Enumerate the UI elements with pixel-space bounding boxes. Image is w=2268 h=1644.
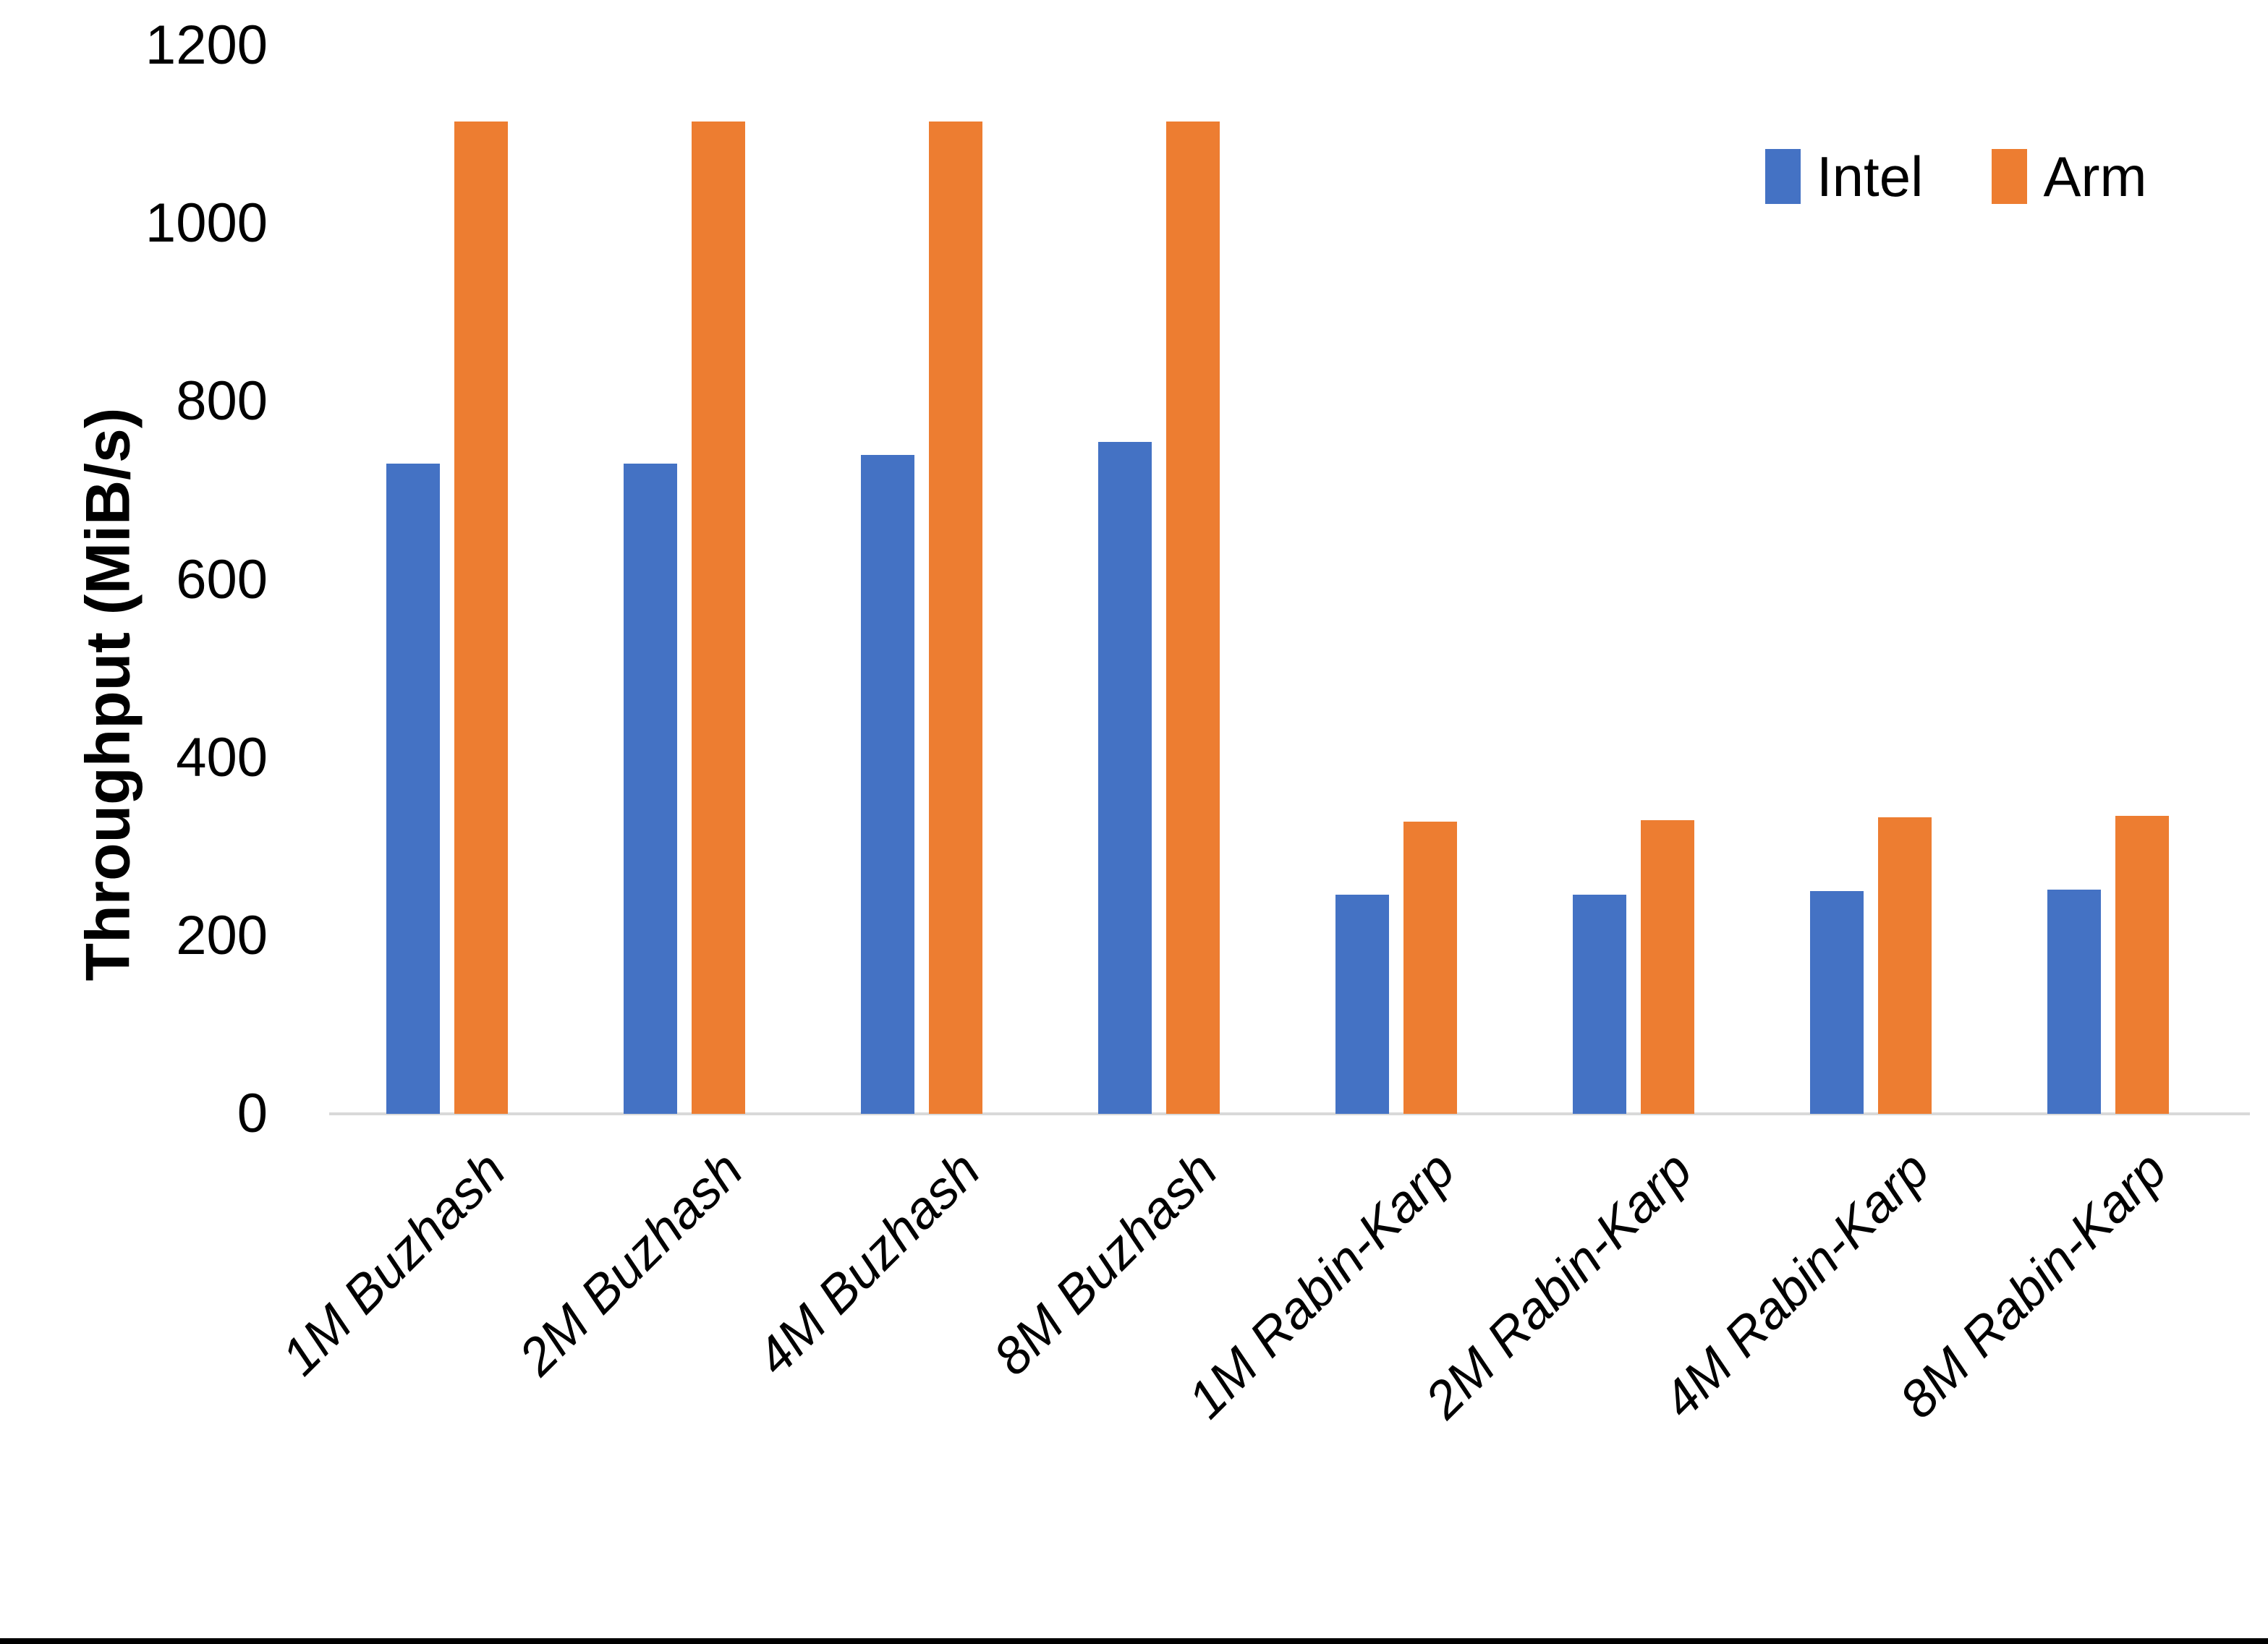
- bar-intel-2m-buzhash: [624, 464, 677, 1114]
- bar-intel-4m-rabin-karp: [1810, 891, 1864, 1114]
- bar-intel-1m-buzhash: [386, 464, 440, 1114]
- bar-arm-4m-rabin-karp: [1878, 817, 1932, 1114]
- legend-swatch-intel: [1765, 149, 1801, 204]
- bottom-border: [0, 1638, 2268, 1644]
- x-label-1m-buzhash: 1M Buzhash: [271, 1141, 517, 1387]
- y-tick-label-600: 600: [176, 548, 268, 610]
- bar-intel-8m-rabin-karp: [2047, 890, 2101, 1114]
- bar-arm-4m-buzhash: [929, 122, 982, 1114]
- bar-arm-1m-buzhash: [454, 122, 508, 1114]
- y-tick-label-1000: 1000: [145, 192, 268, 255]
- y-axis-title: Throughput (MiB/s): [73, 407, 143, 981]
- bar-arm-8m-rabin-karp: [2115, 816, 2169, 1114]
- bar-arm-1m-rabin-karp: [1403, 822, 1457, 1114]
- x-axis-baseline: [329, 1112, 2250, 1115]
- x-label-8m-buzhash: 8M Buzhash: [982, 1141, 1228, 1387]
- legend-swatch-arm: [1992, 149, 2028, 204]
- legend-label-intel: Intel: [1817, 145, 1924, 208]
- legend-item-intel: Intel: [1765, 148, 1923, 205]
- y-tick-label-0: 0: [237, 1083, 268, 1144]
- legend-item-arm: Arm: [1992, 148, 2146, 205]
- y-tick-label-400: 400: [176, 726, 268, 788]
- bar-arm-2m-buzhash: [692, 122, 745, 1114]
- x-label-2m-buzhash: 2M Buzhash: [508, 1141, 754, 1387]
- legend: Intel Arm: [1765, 148, 2146, 205]
- y-tick-label-200: 200: [176, 904, 268, 966]
- bar-intel-8m-buzhash: [1098, 442, 1152, 1114]
- x-label-4m-buzhash: 4M Buzhash: [745, 1141, 991, 1387]
- bar-intel-2m-rabin-karp: [1573, 895, 1626, 1114]
- bar-arm-8m-buzhash: [1166, 122, 1220, 1114]
- bar-intel-4m-buzhash: [861, 455, 914, 1114]
- y-tick-label-800: 800: [176, 370, 268, 433]
- legend-label-arm: Arm: [2043, 145, 2147, 208]
- y-tick-label-1200: 1200: [145, 14, 268, 76]
- bar-arm-2m-rabin-karp: [1641, 820, 1694, 1114]
- bar-intel-1m-rabin-karp: [1335, 895, 1389, 1114]
